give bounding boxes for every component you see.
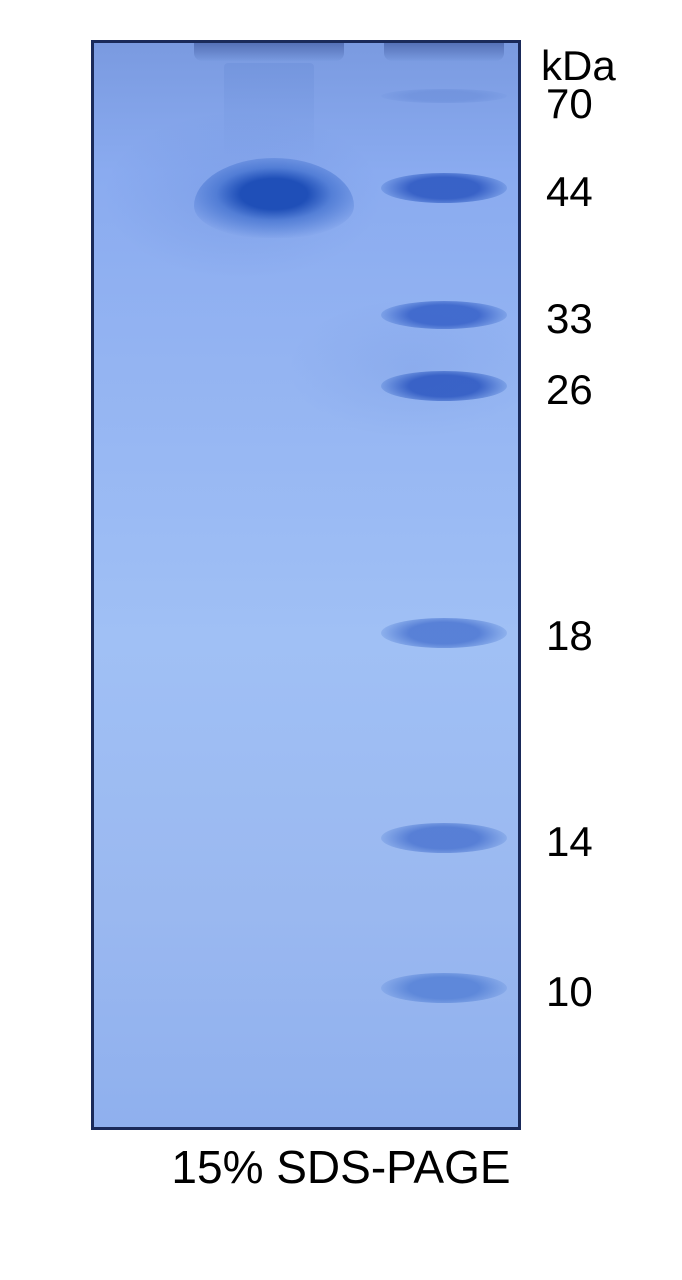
ladder-mw-label: 10 <box>546 968 593 1016</box>
caption-text: 15% SDS-PAGE <box>171 1141 510 1193</box>
ladder-band <box>381 173 507 203</box>
ladder-mw-label: 33 <box>546 295 593 343</box>
lane-streak <box>224 63 314 158</box>
ladder-mw-label: 44 <box>546 168 593 216</box>
ladder-band <box>381 973 507 1003</box>
ladder-band <box>381 371 507 401</box>
ladder-mw-label: 70 <box>546 80 593 128</box>
ladder-band <box>381 823 507 853</box>
ladder-mw-label: 18 <box>546 612 593 660</box>
gel-figure: kDa 70443326181410 15% SDS-PAGE <box>21 30 661 1190</box>
sample-lane <box>189 43 359 1127</box>
sample-band <box>194 158 354 238</box>
ladder-band <box>381 618 507 648</box>
ladder-mw-label: 26 <box>546 366 593 414</box>
ladder-band <box>381 89 507 103</box>
ladder-mw-label: 14 <box>546 818 593 866</box>
ladder-band <box>381 301 507 329</box>
gel-image <box>91 40 521 1130</box>
ladder-lane <box>379 43 509 1127</box>
gel-caption: 15% SDS-PAGE <box>21 1140 661 1194</box>
